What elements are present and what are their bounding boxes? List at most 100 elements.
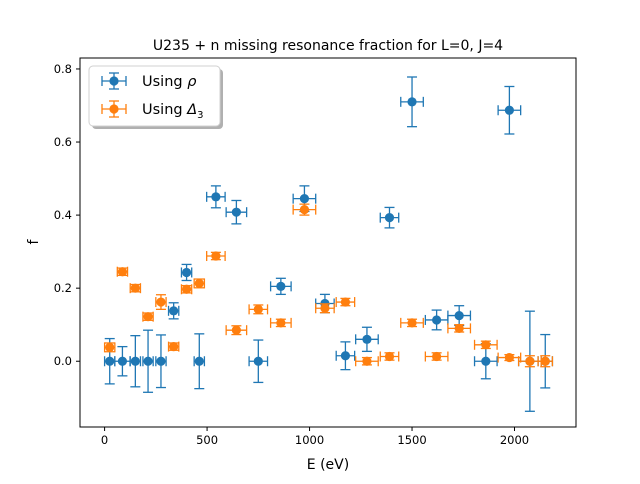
legend-entry: Using Δ3 <box>101 100 204 121</box>
data-point-group <box>379 206 400 229</box>
y-tick-label: 0.2 <box>54 281 72 295</box>
x-tick-label: 1000 <box>295 433 324 447</box>
y-tick-label: 0.6 <box>54 135 72 149</box>
series-2 <box>103 203 554 368</box>
data-point-group <box>129 283 142 294</box>
data-point <box>130 356 140 366</box>
data-point-group <box>400 317 424 328</box>
data-point-group <box>517 355 542 368</box>
legend-label-prefix: Using <box>142 74 187 90</box>
data-point-group <box>537 355 554 368</box>
data-point-group <box>225 325 248 336</box>
data-point-group <box>473 339 498 350</box>
data-point-group <box>269 317 292 328</box>
data-point-group <box>116 266 129 277</box>
y-tick-label: 0.8 <box>54 62 72 76</box>
x-tick-label: 500 <box>196 433 218 447</box>
data-point <box>253 356 263 366</box>
data-point <box>276 281 286 291</box>
legend-label-prefix: Using <box>142 102 187 118</box>
y-tick-label: 0.4 <box>54 208 72 222</box>
chart-title: U235 + n missing resonance fraction for … <box>153 38 503 54</box>
x-tick-label: 1500 <box>397 433 426 447</box>
data-point-group <box>206 251 226 262</box>
data-point <box>340 351 351 361</box>
data-point <box>481 340 491 350</box>
data-point-group <box>142 311 154 322</box>
data-point <box>504 352 514 363</box>
x-axis-label: E (eV) <box>307 457 349 473</box>
data-point <box>156 356 166 366</box>
legend-marker <box>109 104 119 114</box>
data-point-group <box>497 85 522 135</box>
data-point-group <box>355 356 379 367</box>
data-point <box>169 342 179 352</box>
legend-label-subscript: 3 <box>197 110 203 121</box>
data-point <box>432 351 442 362</box>
plot-frame <box>79 57 577 428</box>
data-point-group <box>447 323 472 334</box>
x-tick-label: 0 <box>101 433 108 447</box>
data-point-group <box>225 199 248 225</box>
data-point-group <box>497 352 522 363</box>
legend-marker <box>109 76 119 86</box>
data-point <box>320 303 330 313</box>
legend-label: Using ρ <box>142 74 197 90</box>
data-point-group <box>335 341 356 371</box>
data-point <box>299 194 310 204</box>
data-point <box>276 318 286 328</box>
data-point-group <box>180 284 193 295</box>
data-point-group <box>248 304 269 315</box>
data-point-group <box>193 278 206 289</box>
data-point <box>384 213 395 223</box>
y-axis-label: f <box>26 238 42 244</box>
data-point-group <box>292 203 317 216</box>
data-point-group <box>193 333 206 390</box>
data-point-group <box>103 342 116 353</box>
data-point-group <box>155 294 167 311</box>
data-point <box>407 318 417 328</box>
data-point-group <box>355 326 379 353</box>
data-point <box>181 284 192 294</box>
data-point <box>130 283 140 293</box>
data-point-group <box>206 185 226 209</box>
x-tick-label: 2000 <box>500 433 529 447</box>
data-point-group <box>129 335 142 388</box>
data-point <box>253 304 263 314</box>
data-point-group <box>315 303 335 314</box>
data-point <box>117 267 128 277</box>
data-point-group <box>400 76 424 128</box>
data-point <box>299 205 310 215</box>
data-point <box>340 297 351 307</box>
legend-label: Using Δ3 <box>142 102 204 121</box>
data-point-group <box>142 329 154 393</box>
legend-label-symbol: Δ <box>186 102 197 118</box>
data-point <box>194 356 204 366</box>
data-point <box>525 356 535 366</box>
data-point <box>454 310 464 321</box>
data-point-group <box>248 339 269 384</box>
data-point <box>231 207 241 217</box>
data-point <box>454 323 464 333</box>
data-point <box>362 356 372 366</box>
data-point <box>117 356 128 366</box>
data-point <box>211 251 221 261</box>
plot-series <box>103 76 554 412</box>
data-point <box>143 312 153 322</box>
data-point <box>481 356 491 366</box>
data-point <box>231 325 241 335</box>
legend-entry: Using ρ <box>101 72 197 90</box>
data-point-group <box>167 302 180 320</box>
data-point <box>169 306 179 316</box>
axes: 0 500 1000 1500 2000 0.0 0.2 0.4 0.6 0.8 <box>54 57 577 447</box>
data-point-group <box>269 277 292 296</box>
data-point <box>181 267 192 278</box>
data-point <box>211 192 221 202</box>
data-point <box>407 97 417 107</box>
data-point <box>105 342 115 352</box>
data-point <box>540 356 550 366</box>
data-point <box>143 356 153 366</box>
